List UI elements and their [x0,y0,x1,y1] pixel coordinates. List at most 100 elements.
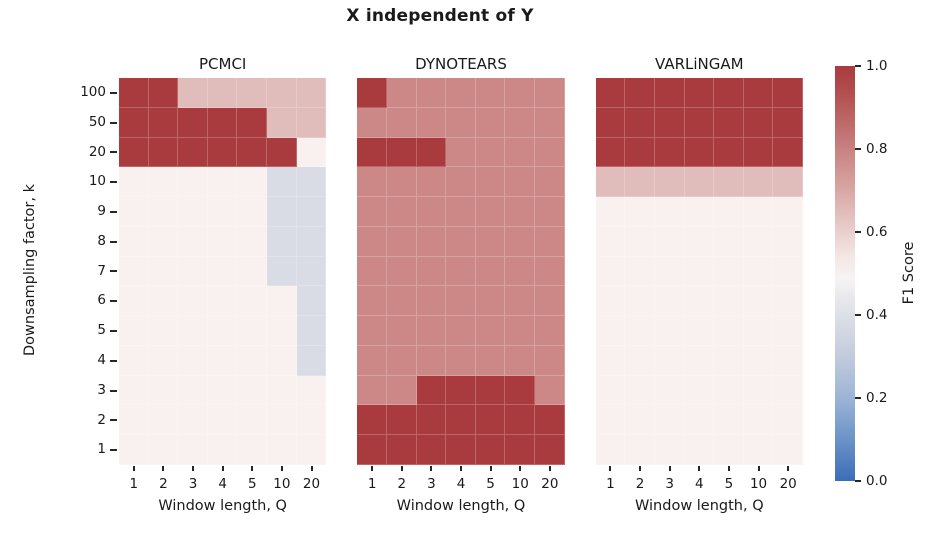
y-tick-label: 2 [97,411,106,428]
heatmap-cell [595,78,626,108]
y-tick-label: 3 [97,381,106,398]
heatmap-cell [505,256,536,287]
y-tick-label: 7 [97,262,106,279]
heatmap-cell [267,78,297,108]
heatmap-cell [357,78,387,108]
heatmap-cell [743,345,774,376]
heatmap-cell [386,197,417,227]
panel-varlingam: VARLiNGAM 1 2 3 4 5 10 20 Window length, Q [595,54,803,514]
heatmap-cell [267,345,297,376]
y-tick-mark [110,151,117,154]
x-tick-mark [430,466,433,471]
heatmap-cell [148,137,179,168]
heatmap-cell [773,435,803,465]
x-tick-mark [787,466,790,471]
panel-dynotears: DYNOTEARS 1 2 3 4 5 10 20 Window length, Q [357,54,565,514]
x-tick-label: 5 [247,476,257,492]
heatmap-cell [773,375,803,406]
heatmap-cell [535,78,565,108]
heatmap-cell [446,435,476,465]
heatmap-cell [357,375,387,406]
heatmap-cell [416,316,447,346]
colorbar-tick: 1.0 [855,58,887,74]
heatmap-cell [296,256,327,287]
heatmap-cell [684,256,715,287]
heatmap-cell [743,256,774,287]
colorbar-tick-mark [855,65,861,67]
heatmap-cell [625,435,655,465]
heatmap-cell [446,286,476,317]
heatmap-cell [684,226,715,257]
heatmap-cell [654,197,685,227]
heatmap-cell [207,137,238,168]
x-tick-mark [698,466,701,471]
x-tick-label: 2 [397,476,407,492]
heatmap-cell [207,107,238,138]
heatmap-cell [535,286,565,317]
heatmap-cell [386,435,417,465]
heatmap-cell [148,316,179,346]
heatmap-cell [446,78,476,108]
heatmap-cell [416,375,447,406]
heatmap-cell [475,286,506,317]
y-tick-row: 10 [48,167,117,197]
x-tick-label: 4 [218,476,227,492]
heatmap-cell [654,435,685,465]
heatmap-cell [654,286,685,317]
heatmap-cell [535,256,565,287]
heatmap-cell [773,405,803,436]
heatmap-cell [654,107,685,138]
y-tick-row: 2 [48,405,117,435]
colorbar-tick-mark [855,148,861,150]
heatmap-cell [743,226,774,257]
heatmap-cell [505,107,536,138]
heatmap-cell [595,137,626,168]
heatmap-cell [446,107,476,138]
x-tick-marks [119,466,326,472]
x-tick-mark [668,466,671,471]
heatmap-cell [535,107,565,138]
heatmap-cell [684,137,715,168]
panel-title: DYNOTEARS [415,55,507,73]
heatmap-cell [148,226,179,257]
x-tick-mark [519,466,522,471]
heatmap-cell [535,435,565,465]
heatmap-cell [654,167,685,198]
y-tick-label: 10 [88,173,106,190]
y-tick-row: 7 [48,257,117,287]
x-tick-mark [162,466,165,471]
heatmap-cell [119,197,149,227]
heatmap-cell [743,405,774,436]
heatmap-cell [119,435,149,465]
heatmap-cell [386,316,417,346]
heatmap-cell [595,197,626,227]
heatmap-cell [743,167,774,198]
heatmap-cell [237,316,268,346]
heatmap-cell [773,107,803,138]
heatmap-cell [595,256,626,287]
heatmap-cell [684,405,715,436]
x-tick-mark [459,466,462,471]
colorbar-tick-label: 0.0 [866,473,888,489]
heatmap-cell [386,107,417,138]
heatmap-cell [267,316,297,346]
heatmap-cell [386,375,417,406]
heatmap-cell [416,137,447,168]
heatmap-cell [416,345,447,376]
heatmap-cell [207,167,238,198]
x-tick-label: 10 [749,476,768,492]
heatmap-cell [119,405,149,436]
heatmap-cell [505,345,536,376]
heatmap-cell [237,137,268,168]
x-tick-label: 5 [486,476,495,492]
x-tick-mark [400,466,403,471]
x-tick-mark [548,466,551,471]
y-tick-row: 100 [48,78,117,108]
heatmap-cell [595,167,626,198]
y-tick-mark [110,181,117,184]
y-tick-row: 50 [48,108,117,138]
y-tick-labels: 100 50 20 10 9 8 7 6 5 4 3 2 1 [48,78,117,465]
heatmap-cell [178,78,208,108]
heatmap-cell [416,226,447,257]
x-tick-mark [371,466,374,471]
